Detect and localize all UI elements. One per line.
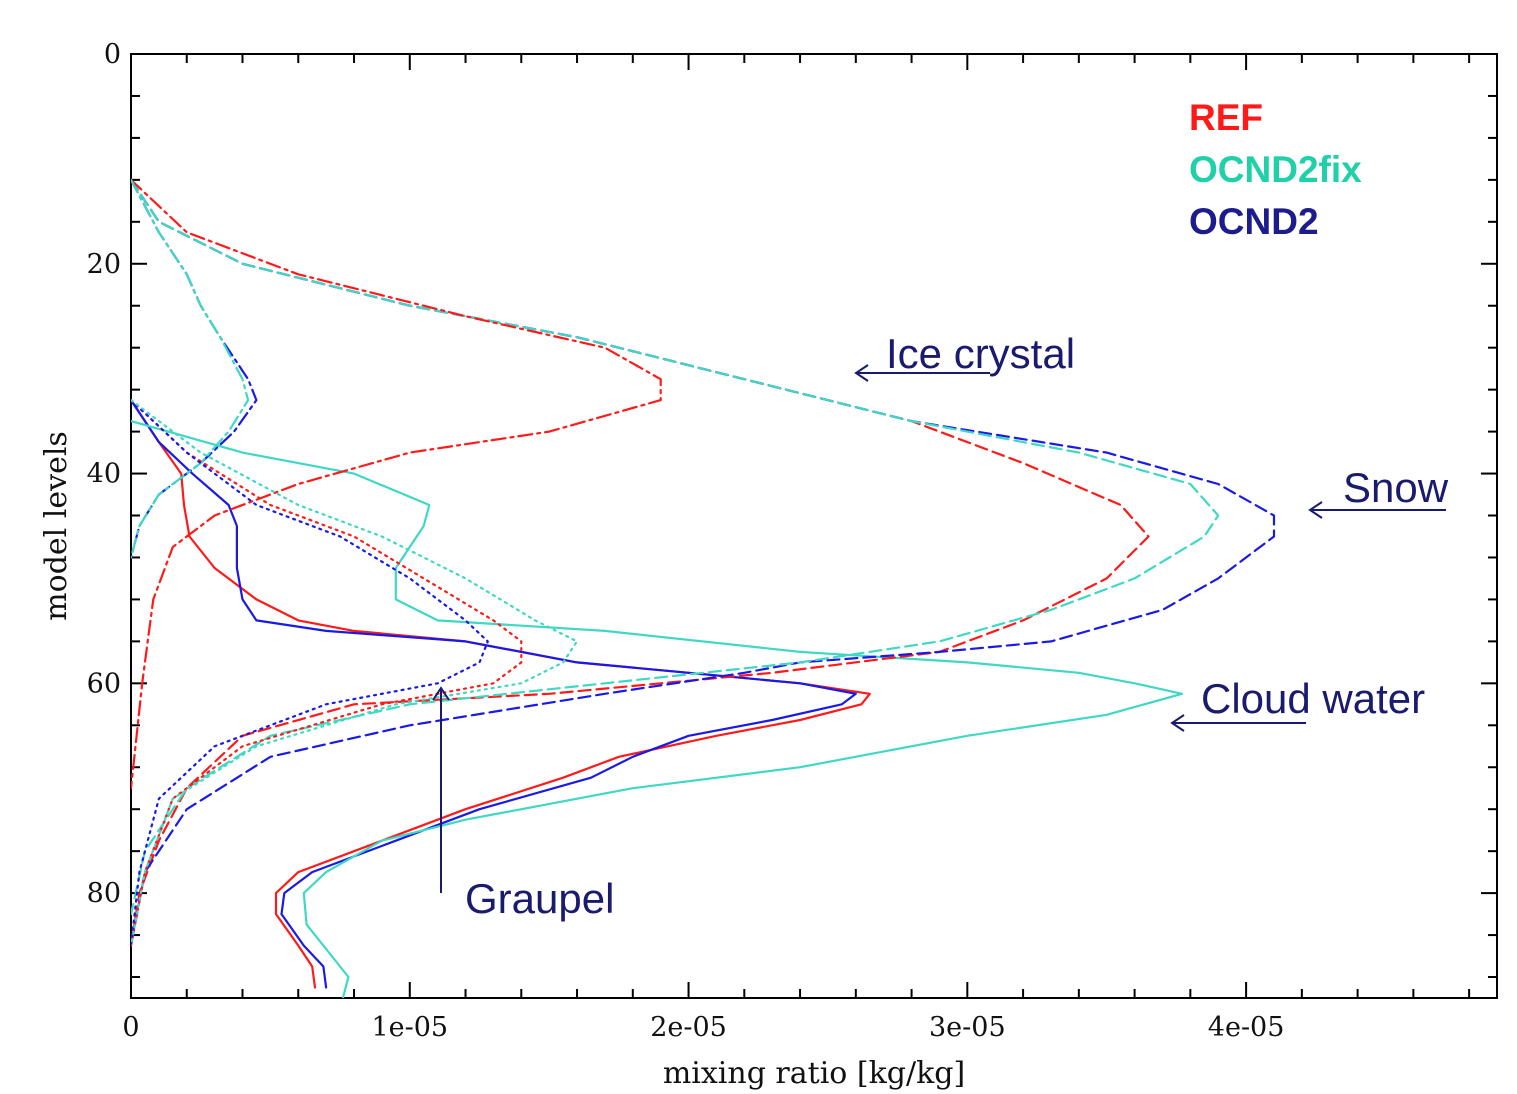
legend: REF OCND2fix OCND2 [1189,97,1362,242]
annotation-cloud-water-label: Cloud water [1201,675,1425,722]
annotation-cloud-water: Cloud water [1170,675,1425,732]
x-tick-label: 0 [122,1012,139,1043]
y-tick-label: 40 [87,459,121,490]
series-line-ocnd2fix-ice-crystal [131,178,250,559]
axis-tick-labels: 0 1e-05 2e-05 3e-05 4e-05 0 20 40 60 80 [87,39,1285,1043]
series-layer [131,178,1276,998]
legend-entry-ocnd2: OCND2 [1189,201,1319,242]
annotation-snow: Snow [1308,464,1449,519]
x-axis-title: mixing ratio [kg/kg] [663,1056,965,1091]
y-tick-label: 80 [87,878,121,909]
arrowhead-icon [854,364,869,382]
y-tick-label: 20 [87,249,121,280]
series-line-ocnd2-graupel [131,399,489,947]
annotations: Ice crystal Snow Cloud water Graupel [432,330,1449,922]
annotation-snow-label: Snow [1343,464,1449,511]
series-line-ref-snow [131,178,1150,947]
x-tick-label: 2e-05 [650,1012,727,1043]
plot-frame [130,53,1498,999]
annotation-ice-crystal-label: Ice crystal [886,330,1075,377]
arrowhead-icon [432,686,450,701]
y-axis-title: model levels [39,431,74,621]
series-line-ref-cloud-water [131,399,871,989]
series-line-ocnd2-snow [131,178,1276,947]
annotation-graupel-label: Graupel [465,875,614,922]
y-tick-label: 0 [104,39,121,70]
series-line-ocnd2fix-graupel [131,399,579,947]
series-line-ocnd2fix-cloud-water [131,420,1184,998]
series-line-ref-graupel [131,399,523,947]
legend-entry-ocnd2fix: OCND2fix [1189,149,1362,190]
series-line-ocnd2fix-snow [131,178,1220,916]
x-tick-label: 4e-05 [1208,1012,1285,1043]
x-tick-label: 1e-05 [371,1012,448,1043]
legend-entry-ref: REF [1189,97,1263,138]
series-line-ocnd2-cloud-water [131,399,857,989]
annotation-graupel: Graupel [432,686,614,922]
arrowhead-icon [1170,714,1185,732]
arrowhead-icon [1308,501,1323,519]
axis-ticks [130,53,1497,998]
y-tick-label: 60 [87,668,121,699]
annotation-ice-crystal: Ice crystal [854,330,1075,382]
x-tick-label: 3e-05 [929,1012,1006,1043]
series-line-ref-ice-crystal [131,178,662,790]
